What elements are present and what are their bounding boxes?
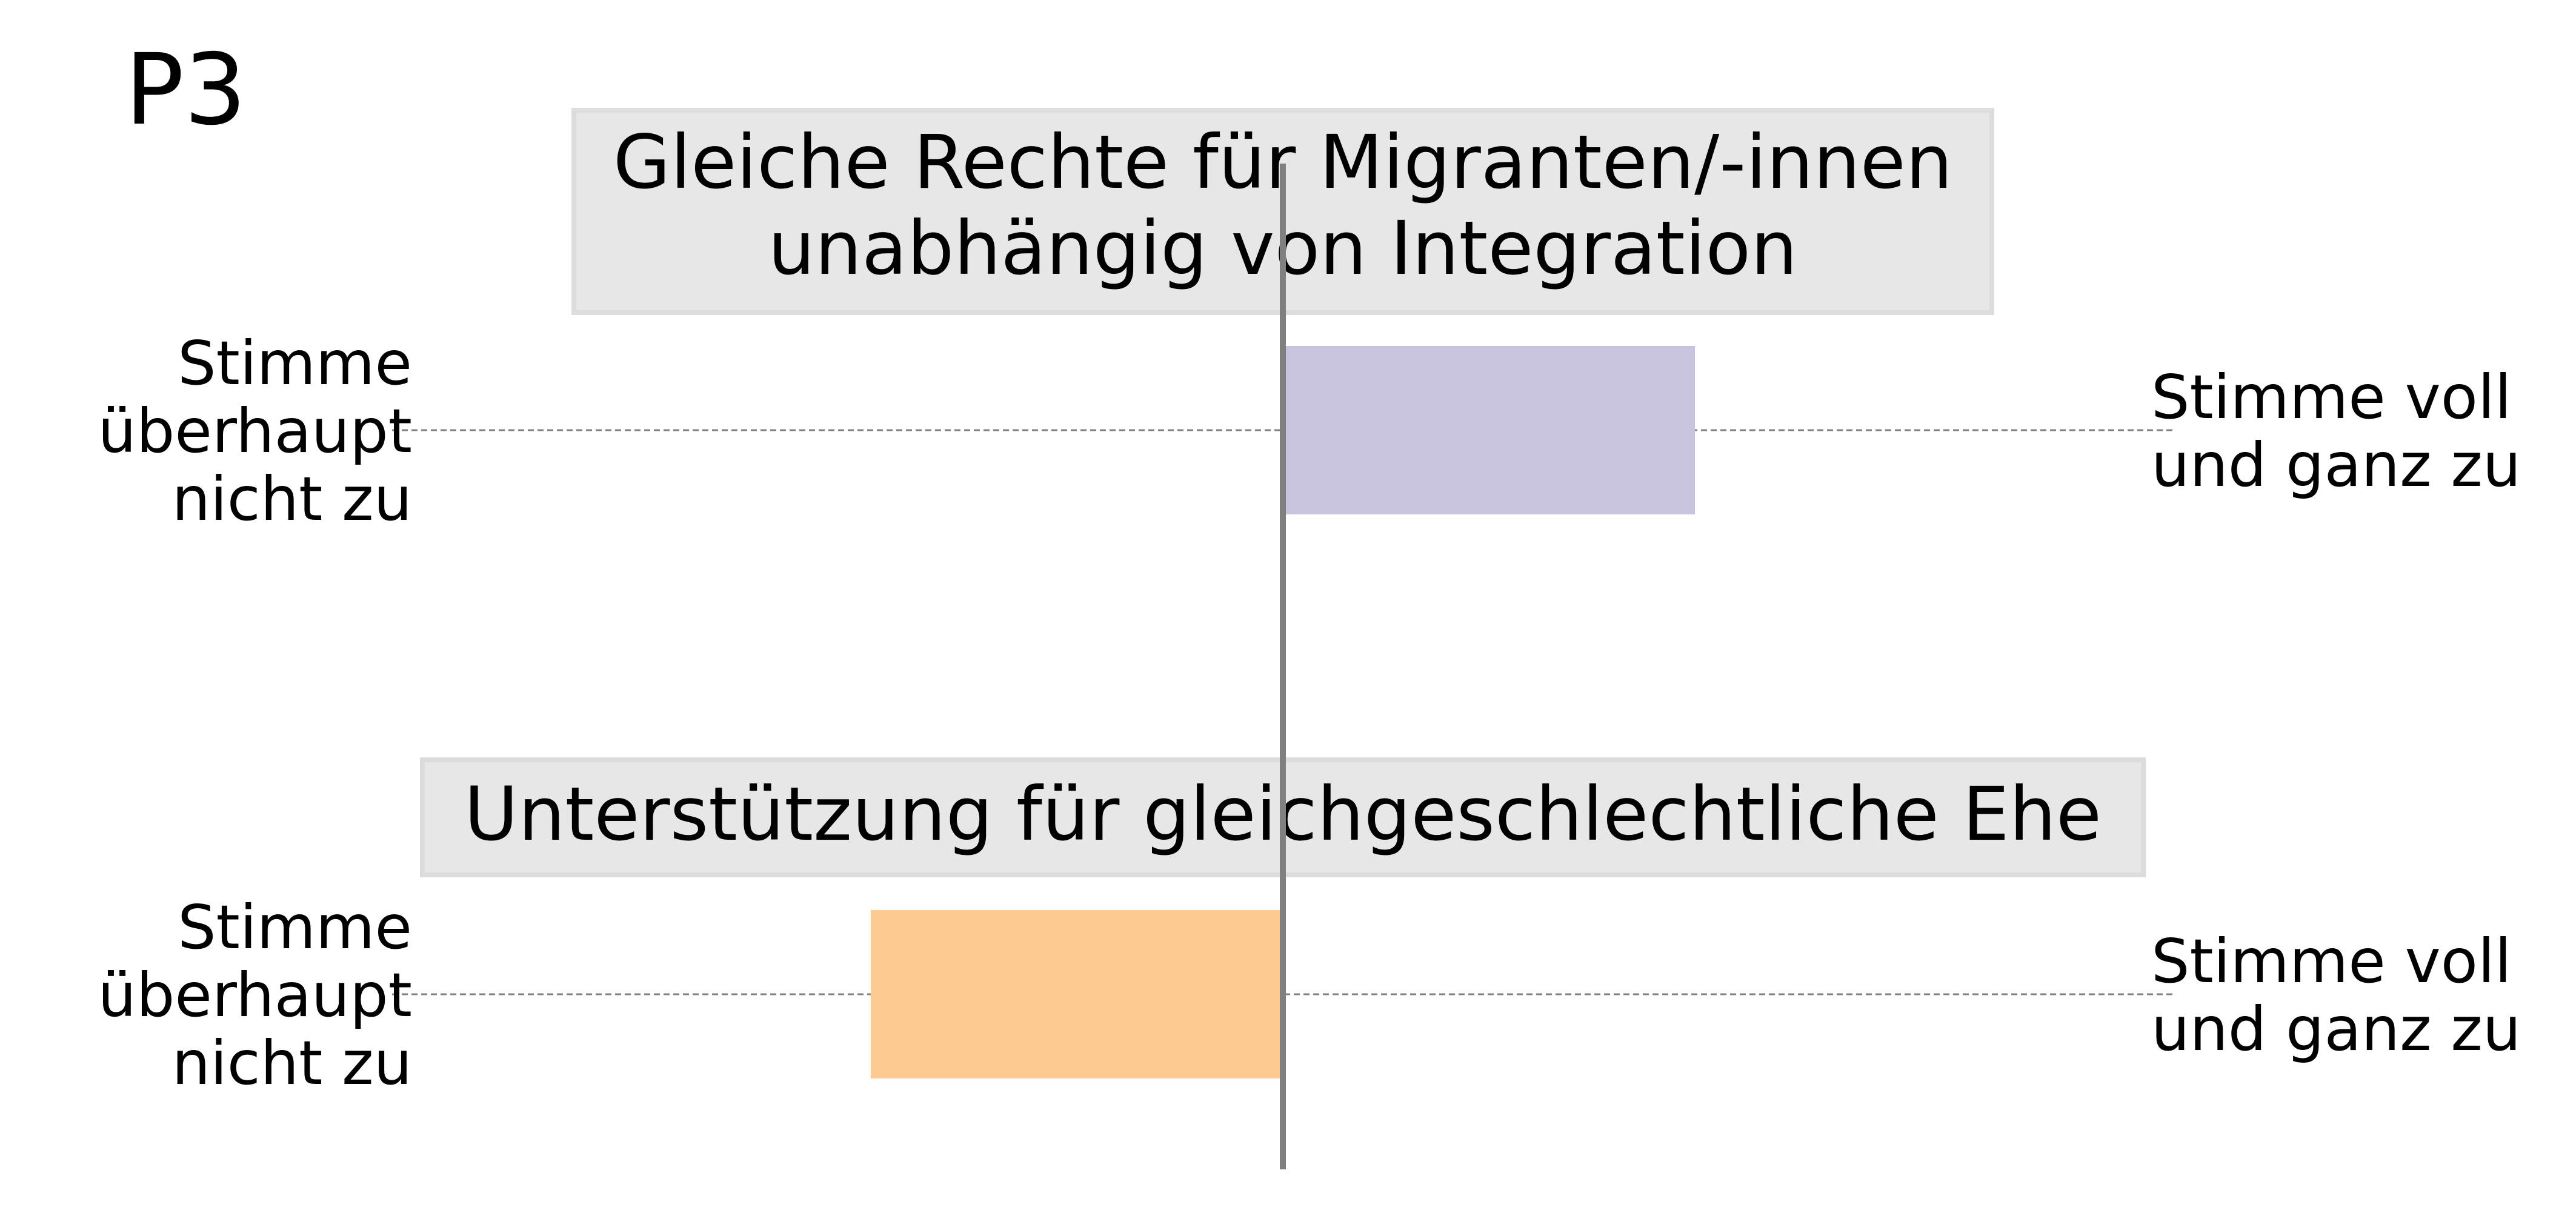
left-scale-label: nicht zu xyxy=(172,1028,412,1098)
left-scale-label: Stimme xyxy=(178,892,412,963)
chart-items: Gleiche Rechte für Migranten/-innenunabh… xyxy=(98,108,2521,1098)
item-group: Unterstützung für gleichgeschlechtliche … xyxy=(98,757,2521,1098)
bar xyxy=(871,910,1283,1078)
right-scale-label: Stimme voll xyxy=(2151,926,2512,997)
left-scale-label: Stimme xyxy=(178,328,412,399)
right-scale-label: Stimme voll xyxy=(2151,362,2512,433)
item-group: Gleiche Rechte für Migranten/-innenunabh… xyxy=(98,108,2521,534)
right-scale-label: und ganz zu xyxy=(2151,994,2521,1065)
right-scale-label: und ganz zu xyxy=(2151,430,2521,500)
left-scale-label: nicht zu xyxy=(172,463,412,534)
left-scale-label: überhaupt xyxy=(98,396,412,467)
bar xyxy=(1283,346,1695,514)
left-scale-label: überhaupt xyxy=(98,960,412,1031)
panel-label: P3 xyxy=(125,33,247,147)
